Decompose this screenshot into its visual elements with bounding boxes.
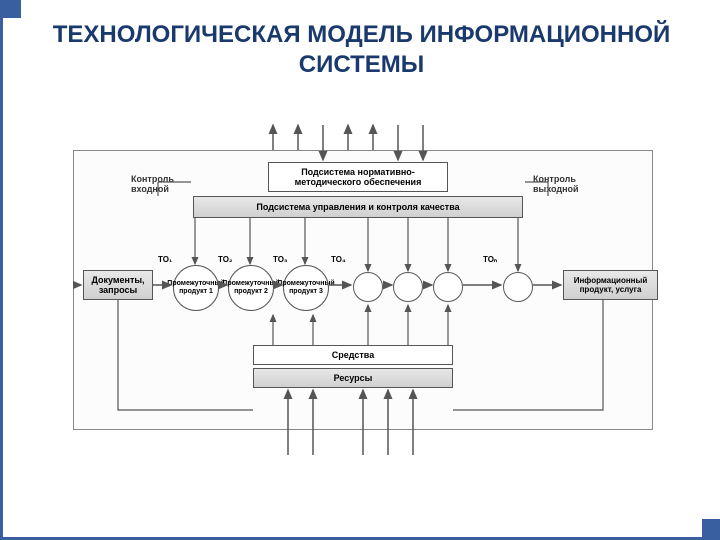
circle-product-3: Промежуточный продукт 3 [283, 265, 329, 311]
to-label-n: ТОₙ [483, 255, 497, 264]
box-subsystem-top: Подсистема нормативно-методического обес… [268, 162, 448, 192]
page-title: ТЕХНОЛОГИЧЕСКАЯ МОДЕЛЬ ИНФОРМАЦИОННОЙ СИ… [3, 0, 720, 90]
circle-small-1 [353, 272, 383, 302]
circle-small-2 [393, 272, 423, 302]
corner-decoration-br [702, 519, 720, 537]
circle-small-3 [433, 272, 463, 302]
circle-product-2: Промежуточный продукт 2 [228, 265, 274, 311]
box-means: Средства [253, 345, 453, 365]
box-quality-control: Подсистема управления и контроля качеств… [193, 196, 523, 218]
circle-small-n [503, 272, 533, 302]
label-input-control: Контроль входной [131, 175, 186, 195]
corner-decoration-tl [3, 0, 21, 18]
circle-product-1: Промежуточный продукт 1 [173, 265, 219, 311]
diagram-container: Контроль входной Контроль выходной Подси… [73, 120, 653, 470]
box-info-product: Информационный продукт, услуга [563, 270, 658, 300]
box-documents: Документы, запросы [83, 270, 153, 300]
to-label-2: ТО₂ [218, 255, 232, 264]
box-resources: Ресурсы [253, 368, 453, 388]
to-label-1: ТО₁ [158, 255, 172, 264]
label-output-control: Контроль выходной [533, 175, 593, 195]
to-label-4: ТО₄ [331, 255, 346, 264]
to-label-3: ТО₃ [273, 255, 288, 264]
